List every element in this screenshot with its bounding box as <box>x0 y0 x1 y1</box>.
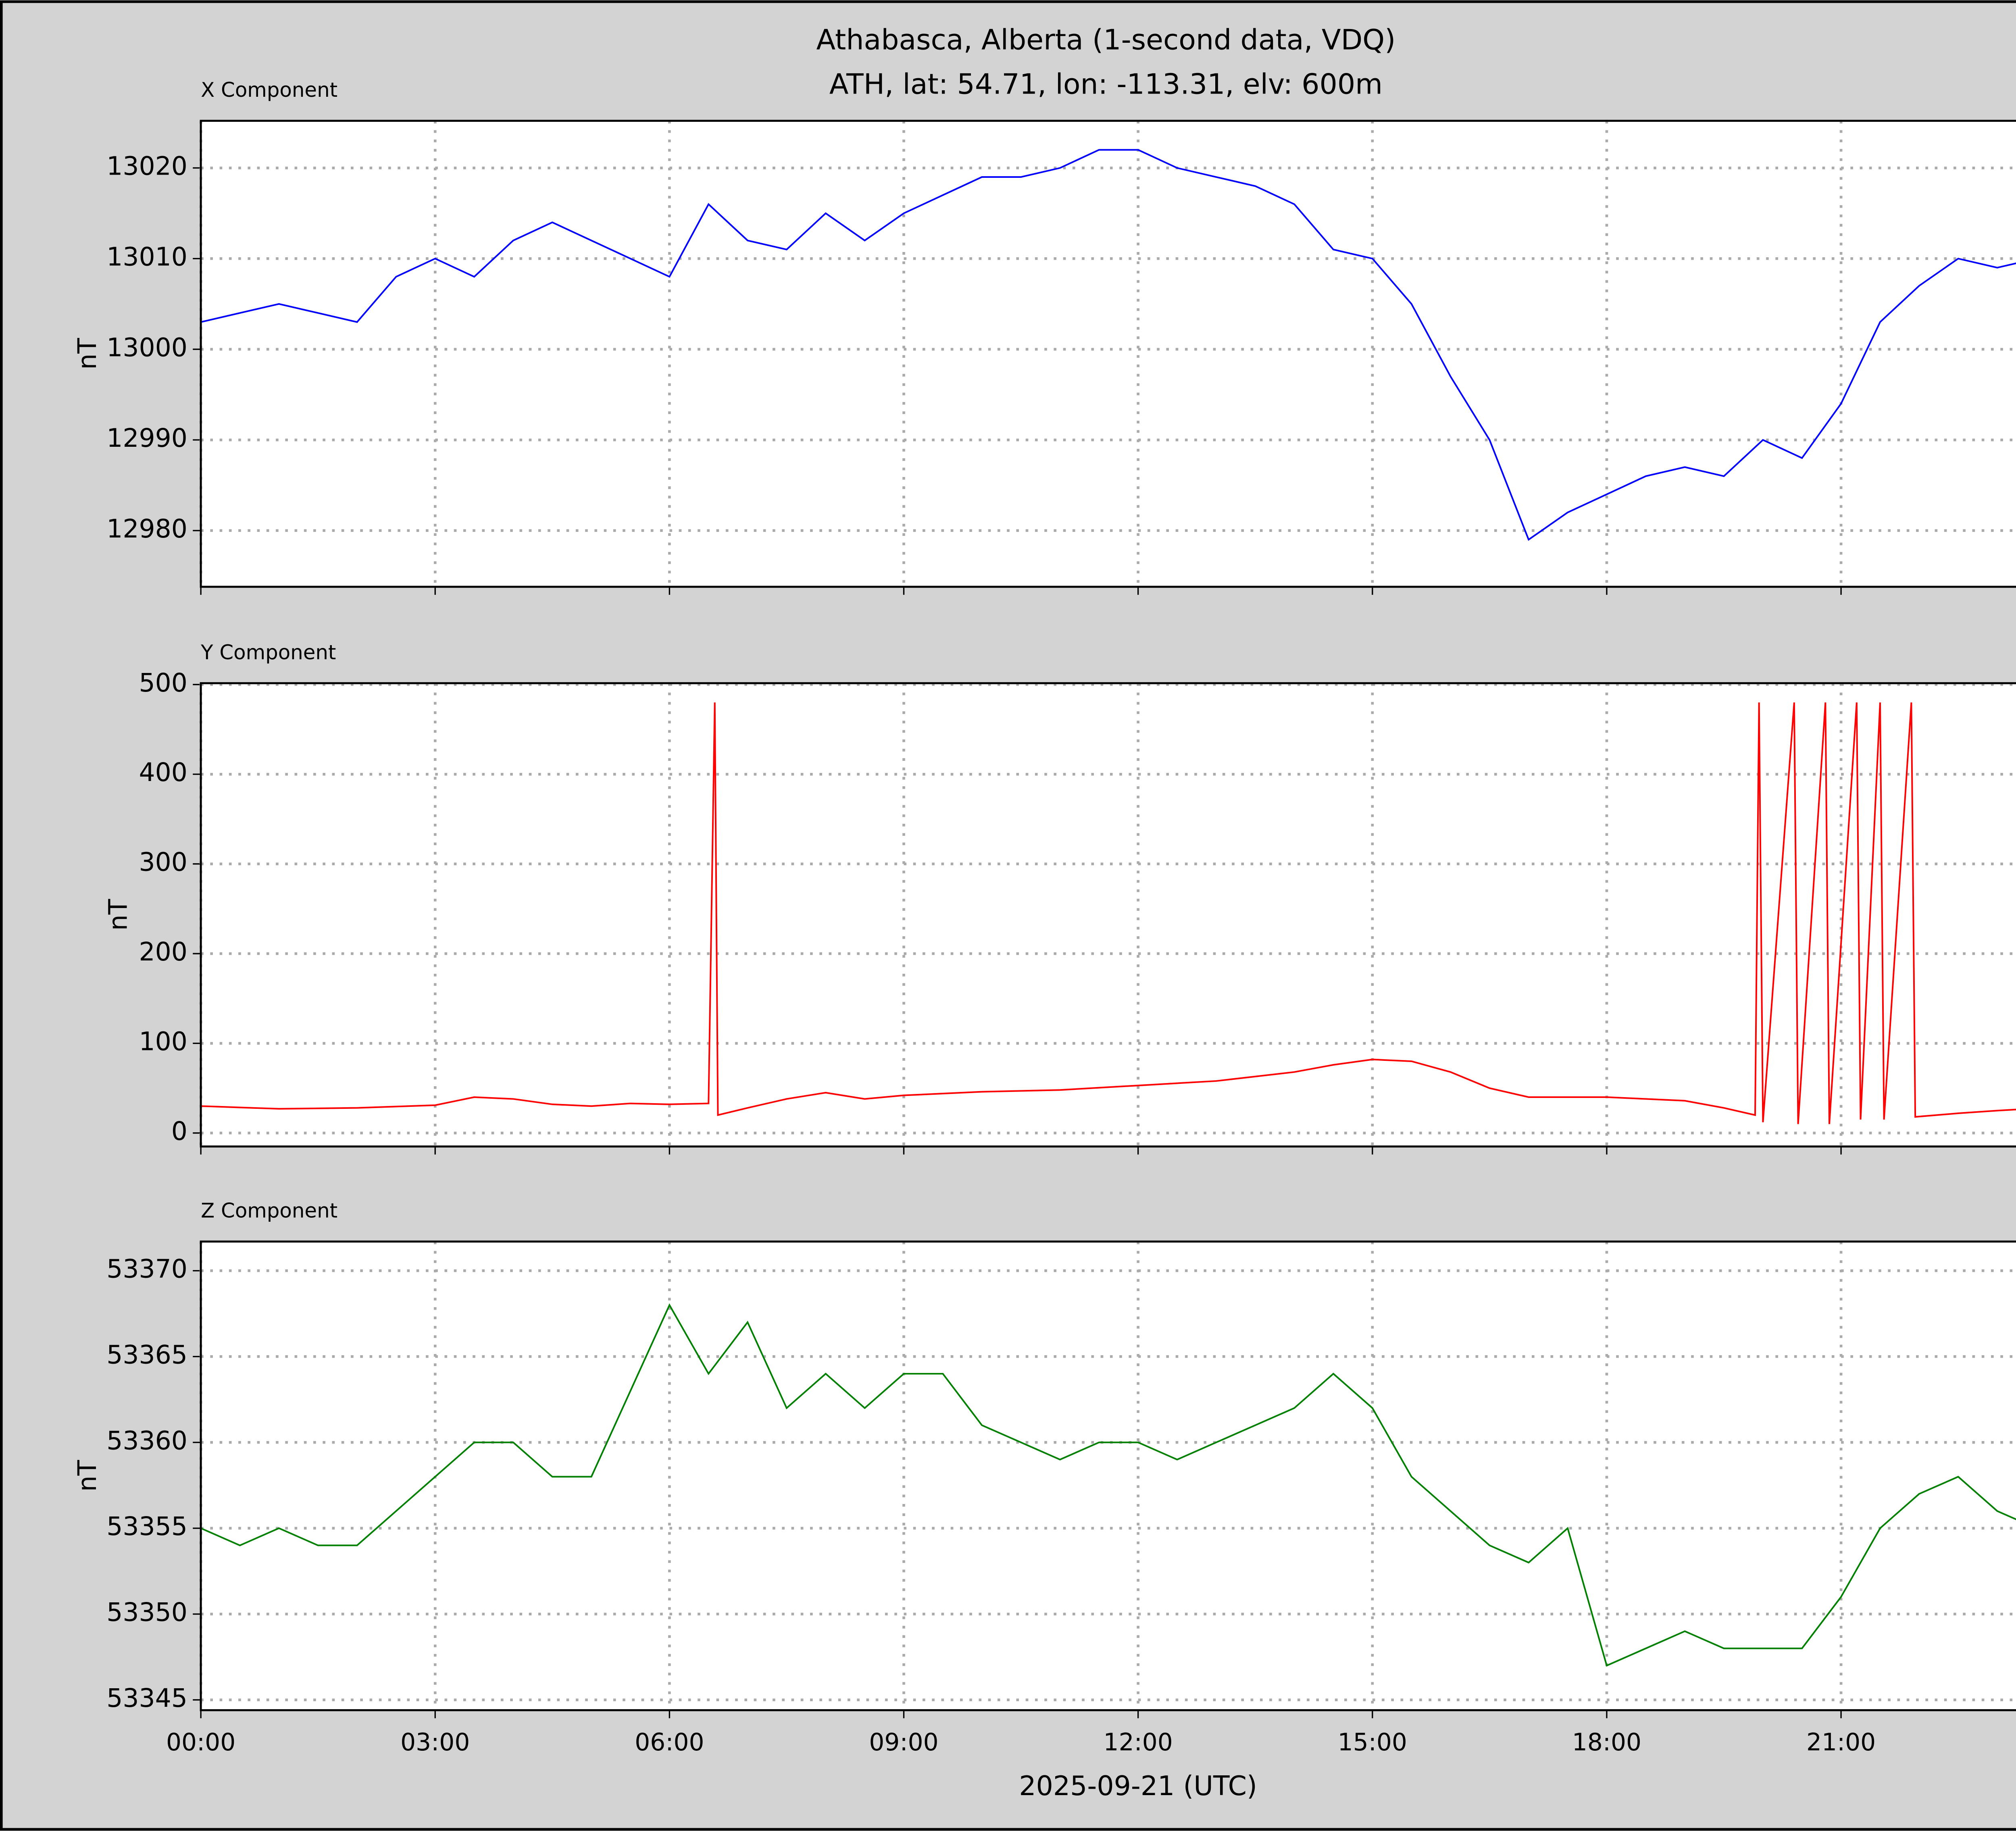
y-axis-label: nT <box>72 338 102 370</box>
x-tick-label: 00:00 <box>166 1729 235 1756</box>
x-tick-label: 15:00 <box>1338 1729 1407 1756</box>
y-tick-label: 400 <box>139 757 187 787</box>
data-line <box>200 1303 2016 1667</box>
y-tick-label: 53370 <box>106 1254 187 1284</box>
y-tick-label: 500 <box>139 668 187 698</box>
y-tick-label: 53350 <box>106 1597 187 1627</box>
y-tick-label: 13020 <box>106 151 187 181</box>
y-tick-label: 300 <box>139 847 187 877</box>
y-tick-label: 53355 <box>106 1511 187 1541</box>
y-tick-label: 100 <box>139 1027 187 1056</box>
y-tick-label: 53365 <box>106 1339 187 1369</box>
plot-frame <box>200 682 2016 1148</box>
y-tick-label: 200 <box>139 937 187 967</box>
y-tick-label: 12980 <box>106 514 187 544</box>
y-tick-label: 53360 <box>106 1425 187 1455</box>
y-tick-label: 12990 <box>106 423 187 453</box>
plot-frame <box>200 120 2016 588</box>
y-axis-label: nT <box>103 899 133 931</box>
x-tick-label: 06:00 <box>635 1729 704 1756</box>
panel-title: Y Component <box>200 641 336 664</box>
x-tick-label: 18:00 <box>1572 1729 1641 1756</box>
figure-subtitle: ATH, lat: 54.71, lon: -113.31, elv: 600m <box>829 68 1383 100</box>
plot-area <box>201 683 2016 1147</box>
x-tick-label: 12:00 <box>1104 1729 1173 1756</box>
plot-area <box>201 121 2016 587</box>
y-tick-label: 53345 <box>106 1683 187 1713</box>
data-line <box>201 702 2016 1124</box>
panel-title: X Component <box>201 78 337 102</box>
x-axis-label: 2025-09-21 (UTC) <box>1019 1770 1257 1802</box>
plot-area <box>201 1241 2016 1710</box>
x-tick-label: 09:00 <box>869 1729 938 1756</box>
x-tick-label: 21:00 <box>1806 1729 1876 1756</box>
y-tick-label: 0 <box>171 1116 187 1146</box>
plot-frame <box>200 1240 2016 1711</box>
panel-title: Z Component <box>201 1199 337 1223</box>
figure-title: Athabasca, Alberta (1-second data, VDQ) <box>816 24 1396 56</box>
x-tick-label: 03:00 <box>400 1729 470 1756</box>
y-tick-label: 13000 <box>106 332 187 362</box>
y-tick-label: 13010 <box>106 242 187 271</box>
y-axis-label: nT <box>72 1460 102 1492</box>
data-line <box>200 149 2016 541</box>
